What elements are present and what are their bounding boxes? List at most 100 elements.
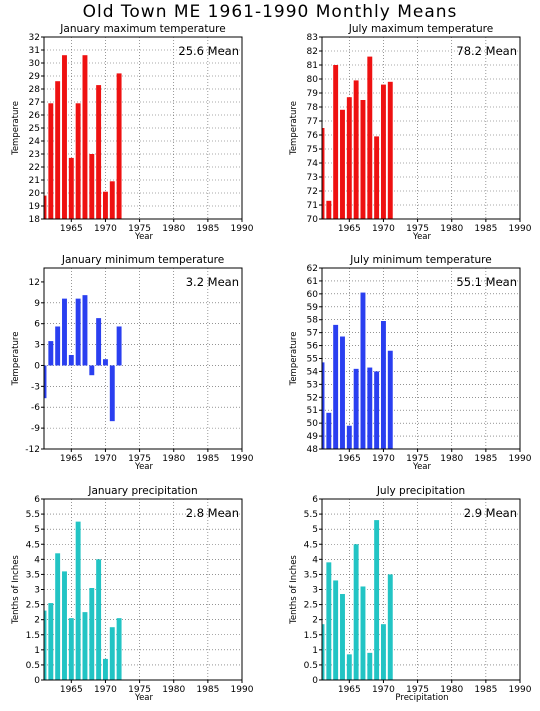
x-tick-label: 1965 bbox=[338, 454, 361, 464]
bar bbox=[374, 520, 380, 680]
y-tick-label: 26 bbox=[29, 111, 41, 121]
page-title: Old Town ME 1961-1990 Monthly Means bbox=[82, 2, 458, 22]
bar bbox=[367, 367, 373, 449]
bar bbox=[82, 295, 88, 366]
mean-annotation: 2.9 Mean bbox=[464, 506, 517, 520]
x-tick-label: 1975 bbox=[406, 685, 429, 695]
x-tick-label: 1965 bbox=[60, 454, 83, 464]
plot-frame bbox=[43, 36, 243, 220]
x-tick-label: 1985 bbox=[474, 224, 497, 234]
y-tick-label: 56 bbox=[307, 342, 319, 352]
bar bbox=[322, 128, 325, 219]
x-tick-label: 1965 bbox=[338, 224, 361, 234]
x-tick-label: 1965 bbox=[60, 685, 83, 695]
bar bbox=[322, 624, 325, 680]
y-tick-label: 1 bbox=[312, 646, 318, 656]
y-tick-label: 73 bbox=[307, 173, 318, 183]
y-tick-label: 9 bbox=[34, 299, 40, 309]
x-tick-label: 1980 bbox=[162, 685, 185, 695]
y-tick-label: 60 bbox=[307, 290, 319, 300]
bar bbox=[116, 618, 122, 680]
bar bbox=[48, 103, 54, 219]
y-tick-label: 0.5 bbox=[26, 661, 40, 671]
chart-panel-2: 70 71 72 73 74 75 76 77 78 79 80 81 82 83 1965 1970 1975… bbox=[289, 23, 532, 242]
chart-panel-4: 48 49 50 51 52 53 54 55 56 57 58 59 60 61 62 1965 1970 19… bbox=[289, 254, 532, 472]
bar bbox=[75, 521, 81, 680]
y-tick-label: 6 bbox=[34, 495, 40, 505]
bar bbox=[367, 56, 373, 219]
x-tick-label: 1970 bbox=[372, 224, 395, 234]
y-tick-label: 53 bbox=[307, 380, 318, 390]
bar bbox=[44, 195, 47, 219]
bar bbox=[353, 80, 359, 220]
y-tick-label: -3 bbox=[31, 382, 40, 392]
y-tick-label: 25 bbox=[29, 124, 40, 134]
x-tick-label: 1980 bbox=[162, 454, 185, 464]
bar bbox=[322, 362, 325, 449]
y-axis-label: Temperature bbox=[289, 332, 299, 387]
bar bbox=[353, 544, 359, 680]
y-tick-label: 2 bbox=[312, 616, 318, 626]
bar bbox=[346, 97, 352, 219]
y-tick-label: 0.5 bbox=[304, 661, 318, 671]
bar bbox=[96, 559, 102, 680]
x-tick-label: 1990 bbox=[509, 224, 532, 234]
y-tick-label: 18 bbox=[29, 215, 41, 225]
bar bbox=[333, 580, 339, 680]
chart-panel-5: 0 0.5 1 1.5 2 2.5 3 3.5 4 4.5 5 5.5 6 1965 1970 1975 198… bbox=[11, 485, 254, 703]
x-tick-label: 1980 bbox=[440, 685, 463, 695]
bar bbox=[340, 109, 345, 219]
x-tick-label: 1985 bbox=[196, 224, 219, 234]
y-tick-label: 28 bbox=[29, 85, 41, 95]
y-tick-label: 1.5 bbox=[26, 631, 40, 641]
y-tick-label: 3.5 bbox=[26, 570, 40, 580]
bar bbox=[62, 298, 67, 366]
mean-annotation: 55.1 Mean bbox=[456, 275, 517, 289]
y-tick-label: 4.5 bbox=[26, 540, 40, 550]
x-tick-label: 1970 bbox=[372, 685, 395, 695]
y-tick-label: 50 bbox=[307, 419, 319, 429]
bar bbox=[380, 624, 386, 680]
y-tick-label: 23 bbox=[29, 150, 40, 160]
y-tick-label: 5 bbox=[312, 525, 318, 535]
y-axis-label: Temperature bbox=[11, 332, 21, 387]
y-tick-label: 27 bbox=[29, 98, 40, 108]
y-tick-label: 32 bbox=[29, 33, 40, 43]
y-tick-label: 3 bbox=[34, 341, 40, 351]
bar bbox=[62, 55, 67, 220]
panel-title: July maximum temperature bbox=[348, 23, 493, 35]
bar bbox=[82, 55, 88, 220]
bar bbox=[44, 610, 47, 680]
x-tick-label: 1965 bbox=[338, 685, 361, 695]
chart-panel-1: 18 19 20 21 22 23 24 25 26 27 28 29 30 31 32 1965 1970 19… bbox=[11, 23, 254, 242]
y-tick-label: 74 bbox=[307, 159, 319, 169]
y-tick-label: 48 bbox=[307, 445, 319, 455]
y-tick-label: 5.5 bbox=[304, 510, 318, 520]
y-axis-label: Tenths of Inches bbox=[289, 555, 299, 625]
y-tick-label: 30 bbox=[29, 59, 41, 69]
x-axis-label: Year bbox=[134, 693, 154, 703]
y-tick-label: 49 bbox=[307, 432, 319, 442]
x-tick-label: 1975 bbox=[128, 685, 151, 695]
bar bbox=[374, 136, 380, 219]
bar bbox=[44, 365, 47, 399]
bar bbox=[68, 355, 74, 366]
plot-frame bbox=[43, 267, 243, 450]
bar bbox=[109, 181, 115, 219]
bar bbox=[326, 562, 332, 680]
y-tick-label: 77 bbox=[307, 117, 318, 127]
x-tick-label: 1985 bbox=[474, 454, 497, 464]
x-tick-label: 1975 bbox=[128, 224, 151, 234]
plot-frame bbox=[321, 498, 521, 681]
panel-title: January minimum temperature bbox=[61, 254, 224, 266]
y-tick-label: 6 bbox=[312, 495, 318, 505]
bar bbox=[109, 627, 115, 680]
y-tick-label: 21 bbox=[29, 176, 40, 186]
x-tick-label: 1975 bbox=[128, 454, 151, 464]
y-tick-label: 80 bbox=[307, 75, 319, 85]
y-tick-label: 3 bbox=[312, 586, 318, 596]
y-tick-label: 83 bbox=[307, 33, 318, 43]
plot-frame bbox=[321, 267, 521, 450]
y-tick-label: 5.5 bbox=[26, 510, 40, 520]
